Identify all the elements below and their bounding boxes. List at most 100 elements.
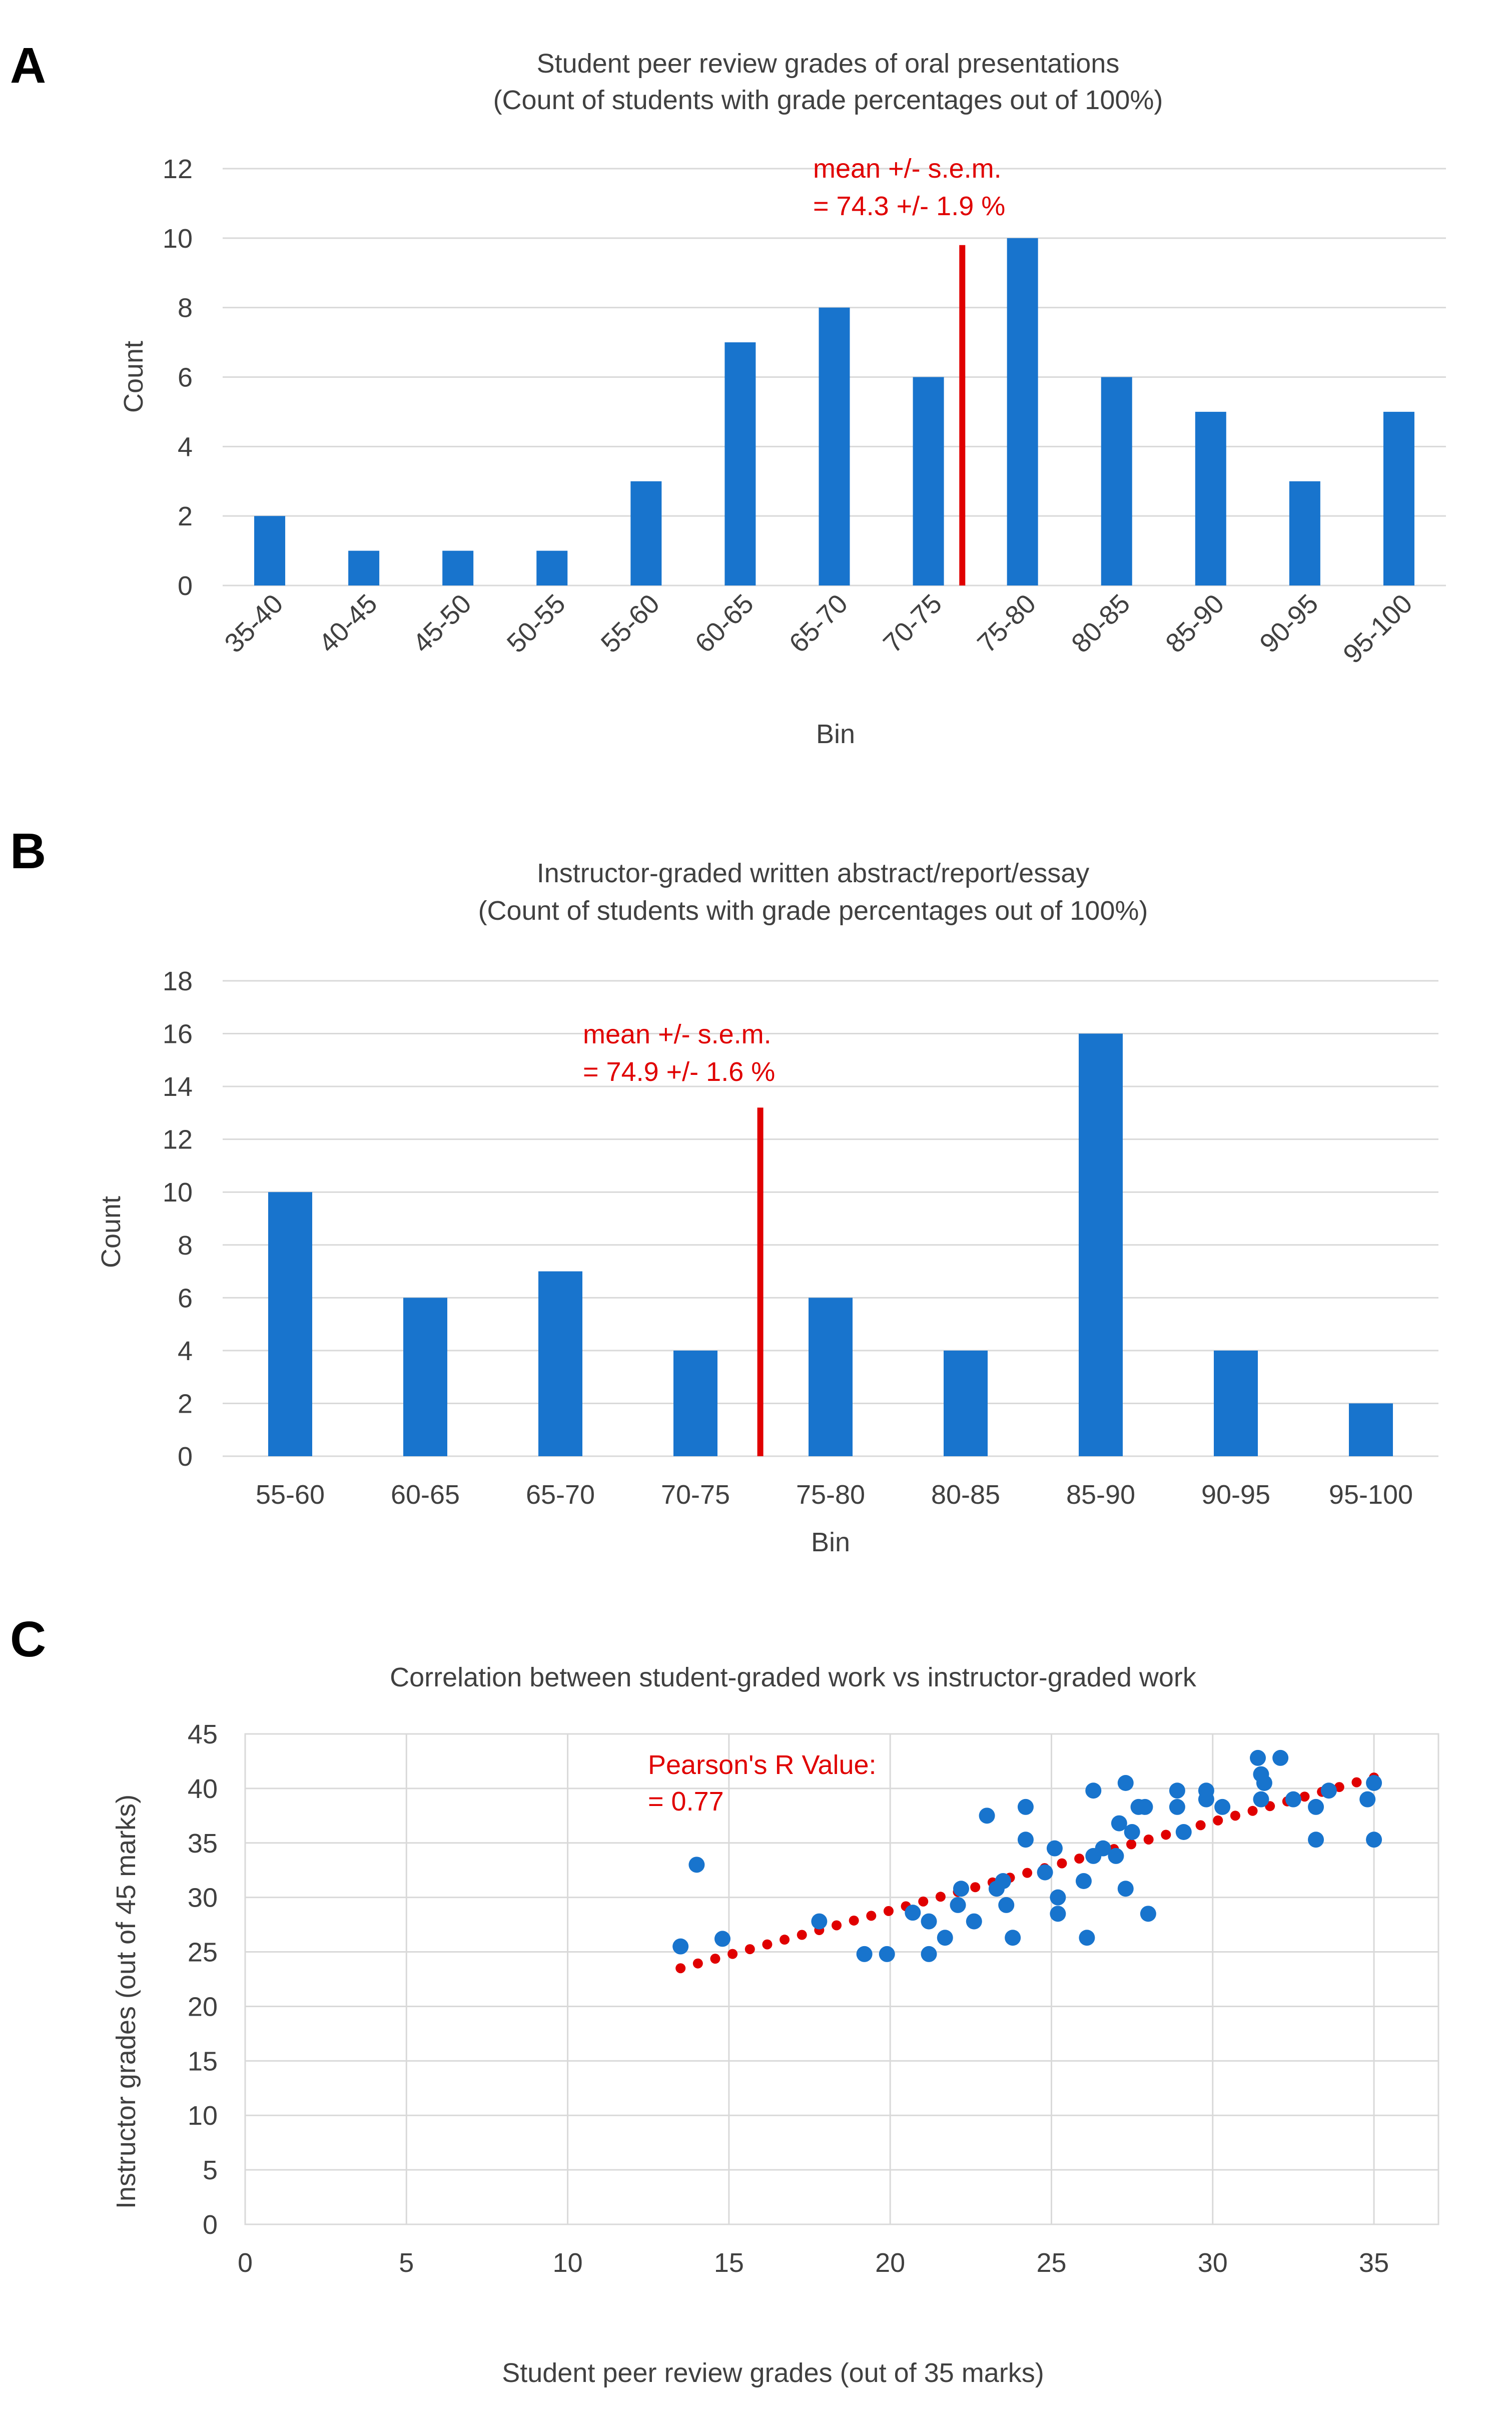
chart-b-annotation-line1: mean +/- s.e.m. bbox=[583, 1019, 772, 1049]
c-x-tick-4: 20 bbox=[875, 2248, 905, 2278]
c-x-tick-2: 10 bbox=[553, 2248, 583, 2278]
c-trend-dot-30 bbox=[1195, 1820, 1206, 1831]
c-trend-dot-3 bbox=[727, 1949, 738, 1959]
a-x-tick-1: 40-45 bbox=[313, 588, 383, 659]
b-x-tick-5: 80-85 bbox=[931, 1480, 1000, 1510]
b-y-tick-1: 2 bbox=[178, 1389, 193, 1419]
c-trend-dot-27 bbox=[1143, 1834, 1154, 1845]
c-x-tick-0: 0 bbox=[238, 2248, 253, 2278]
c-point-4 bbox=[856, 1946, 873, 1962]
b-x-tick-2: 65-70 bbox=[526, 1480, 595, 1510]
a-y-tick-0: 0 bbox=[178, 571, 193, 601]
b-y-tick-2: 4 bbox=[178, 1336, 193, 1366]
a-x-tick-2: 45-50 bbox=[407, 588, 477, 659]
a-x-tick-0: 35-40 bbox=[219, 588, 289, 659]
chart-b-subtitle: (Count of students with grade percentage… bbox=[478, 896, 1148, 926]
b-bar-90-95 bbox=[1214, 1350, 1258, 1456]
c-y-tick-0: 0 bbox=[203, 2210, 218, 2240]
c-trend-dot-10 bbox=[849, 1915, 859, 1926]
a-bar-65-70 bbox=[819, 307, 850, 585]
chart-a-y-ticks: 0 2 4 6 8 10 12 bbox=[163, 154, 193, 601]
chart-a-y-axis-label: Count bbox=[119, 341, 149, 413]
c-trend-dot-4 bbox=[744, 1944, 755, 1955]
a-bar-55-60 bbox=[630, 481, 662, 585]
c-point-17 bbox=[1005, 1930, 1021, 1946]
chart-c-annotation-line1: Pearson's R Value: bbox=[648, 1750, 877, 1780]
c-point-10 bbox=[950, 1897, 966, 1913]
c-point-46 bbox=[1256, 1775, 1272, 1791]
chart-a-x-ticks: 35-40 40-45 45-50 50-55 55-60 60-65 65-70 70-75… bbox=[219, 588, 1418, 669]
c-trend-dot-9 bbox=[832, 1920, 842, 1931]
b-x-tick-8: 95-100 bbox=[1329, 1480, 1413, 1510]
c-trend-dot-15 bbox=[935, 1892, 946, 1902]
chart-c-title: Correlation between student-graded work … bbox=[390, 1662, 1197, 1692]
c-point-30 bbox=[1111, 1815, 1127, 1832]
c-y-tick-4: 20 bbox=[188, 1992, 218, 2022]
c-trend-dot-32 bbox=[1230, 1811, 1240, 1821]
chart-b-annotation-line2: = 74.9 +/- 1.6 % bbox=[583, 1057, 775, 1087]
b-y-tick-9: 18 bbox=[163, 966, 193, 996]
c-point-33 bbox=[1124, 1824, 1140, 1840]
c-point-11 bbox=[953, 1881, 969, 1897]
a-bar-45-50 bbox=[442, 550, 474, 585]
c-point-31 bbox=[1117, 1775, 1134, 1791]
chart-b-bars bbox=[268, 1033, 1393, 1456]
c-trend-dot-5 bbox=[762, 1939, 773, 1950]
chart-b-x-ticks: 55-60 60-65 65-70 70-75 75-80 80-85 85-90 90-95… bbox=[256, 1480, 1413, 1510]
b-bar-65-70 bbox=[538, 1271, 582, 1456]
c-x-tick-1: 5 bbox=[399, 2248, 414, 2278]
c-point-54 bbox=[1366, 1832, 1382, 1848]
a-y-tick-1: 2 bbox=[178, 501, 193, 531]
chart-c-gridlines bbox=[244, 1733, 1438, 2225]
b-x-tick-7: 90-95 bbox=[1201, 1480, 1270, 1510]
c-y-tick-3: 15 bbox=[188, 2046, 218, 2076]
c-point-39 bbox=[1175, 1824, 1192, 1840]
b-y-tick-5: 10 bbox=[163, 1177, 193, 1208]
c-y-tick-7: 35 bbox=[188, 1829, 218, 1859]
chart-c-plot-border bbox=[244, 1733, 1439, 2225]
a-x-tick-3: 50-55 bbox=[501, 588, 571, 659]
a-x-tick-11: 90-95 bbox=[1254, 588, 1324, 659]
chart-b-x-axis-label: Bin bbox=[811, 1527, 850, 1557]
panel-label-a: A bbox=[10, 38, 46, 94]
chart-c-y-ticks: 0 5 10 15 20 25 30 35 40 45 bbox=[188, 1719, 218, 2240]
panel-a: A Student peer review grades of oral pre… bbox=[10, 38, 1446, 749]
panel-b: B Instructor-graded written abstract/rep… bbox=[10, 823, 1438, 1557]
c-point-32 bbox=[1117, 1881, 1134, 1897]
chart-c-points bbox=[672, 1749, 1382, 1962]
c-point-20 bbox=[1037, 1864, 1053, 1881]
c-point-50 bbox=[1308, 1832, 1324, 1848]
c-trend-dot-7 bbox=[797, 1930, 807, 1940]
c-trend-dot-23 bbox=[1074, 1854, 1085, 1864]
c-point-45 bbox=[1253, 1791, 1269, 1807]
a-bar-80-85 bbox=[1101, 377, 1132, 585]
c-trend-dot-11 bbox=[866, 1911, 877, 1921]
b-y-tick-7: 14 bbox=[163, 1072, 193, 1102]
c-trend-dot-39 bbox=[1351, 1777, 1362, 1787]
c-y-tick-9: 45 bbox=[188, 1719, 218, 1749]
c-point-52 bbox=[1359, 1791, 1376, 1807]
b-bar-85-90 bbox=[1079, 1033, 1123, 1456]
c-trend-dot-33 bbox=[1247, 1805, 1258, 1816]
c-trend-dot-1 bbox=[692, 1958, 703, 1969]
a-bar-75-80 bbox=[1007, 238, 1038, 585]
panel-label-b: B bbox=[10, 823, 46, 879]
c-point-47 bbox=[1272, 1749, 1289, 1766]
chart-c-y-axis-label: Instructor grades (out of 45 marks) bbox=[111, 1794, 141, 2209]
a-x-tick-4: 55-60 bbox=[595, 588, 665, 659]
a-bar-40-45 bbox=[348, 550, 380, 585]
a-x-tick-12: 95-100 bbox=[1337, 588, 1418, 669]
c-trend-dot-0 bbox=[675, 1963, 686, 1974]
c-trend-dot-26 bbox=[1126, 1839, 1137, 1850]
chart-a-title: Student peer review grades of oral prese… bbox=[537, 49, 1120, 79]
chart-c-x-axis-label: Student peer review grades (out of 35 ma… bbox=[502, 2358, 1044, 2388]
c-trend-dot-28 bbox=[1161, 1830, 1171, 1840]
c-y-tick-5: 25 bbox=[188, 1938, 218, 1968]
c-trend-dot-38 bbox=[1334, 1782, 1344, 1792]
b-x-tick-6: 85-90 bbox=[1066, 1480, 1135, 1510]
chart-a-bars bbox=[254, 238, 1414, 585]
chart-b-y-ticks: 0 2 4 6 8 10 12 14 16 18 bbox=[163, 966, 193, 1472]
chart-b-y-axis-label: Count bbox=[96, 1196, 126, 1268]
c-trend-dot-14 bbox=[918, 1896, 929, 1907]
